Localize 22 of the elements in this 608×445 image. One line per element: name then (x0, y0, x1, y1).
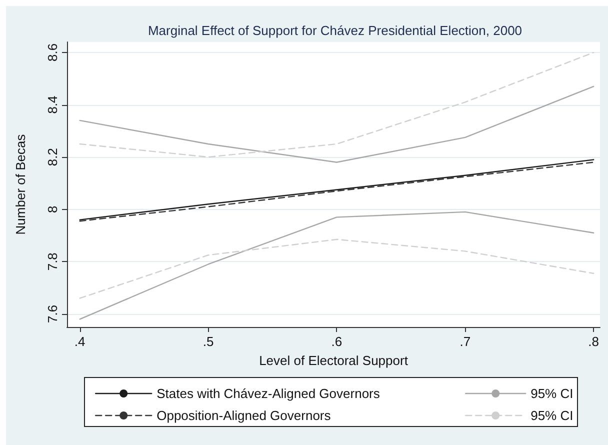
x-tick-label: .5 (202, 334, 214, 349)
legend-label: Opposition-Aligned Governors (156, 408, 332, 423)
y-tick-label: 7.8 (45, 252, 60, 271)
y-axis-title: Number of Becas (13, 134, 28, 235)
chart-title: Marginal Effect of Support for Chávez Presidential Election, 2000 (148, 23, 522, 38)
legend-label: 95% CI (530, 386, 574, 401)
x-tick-label: .7 (460, 334, 471, 349)
x-tick-label: .4 (74, 334, 86, 349)
x-tick-label: .6 (331, 334, 342, 349)
line-series (79, 86, 594, 163)
y-tick-label: 8.4 (45, 96, 60, 114)
y-tick-label: 8.2 (45, 148, 60, 166)
legend-label: 95% CI (530, 408, 574, 423)
y-tick-label: 7.6 (45, 304, 60, 323)
line-series (79, 52, 594, 158)
line-series (79, 211, 594, 320)
x-tick-label: .8 (588, 334, 599, 349)
y-tick-label: 8.6 (45, 43, 60, 62)
line-series (79, 238, 594, 299)
y-tick-label: 8 (45, 206, 60, 213)
x-axis-title: Level of Electoral Support (259, 353, 408, 368)
legend-label: States with Chávez-Aligned Governors (156, 386, 380, 401)
